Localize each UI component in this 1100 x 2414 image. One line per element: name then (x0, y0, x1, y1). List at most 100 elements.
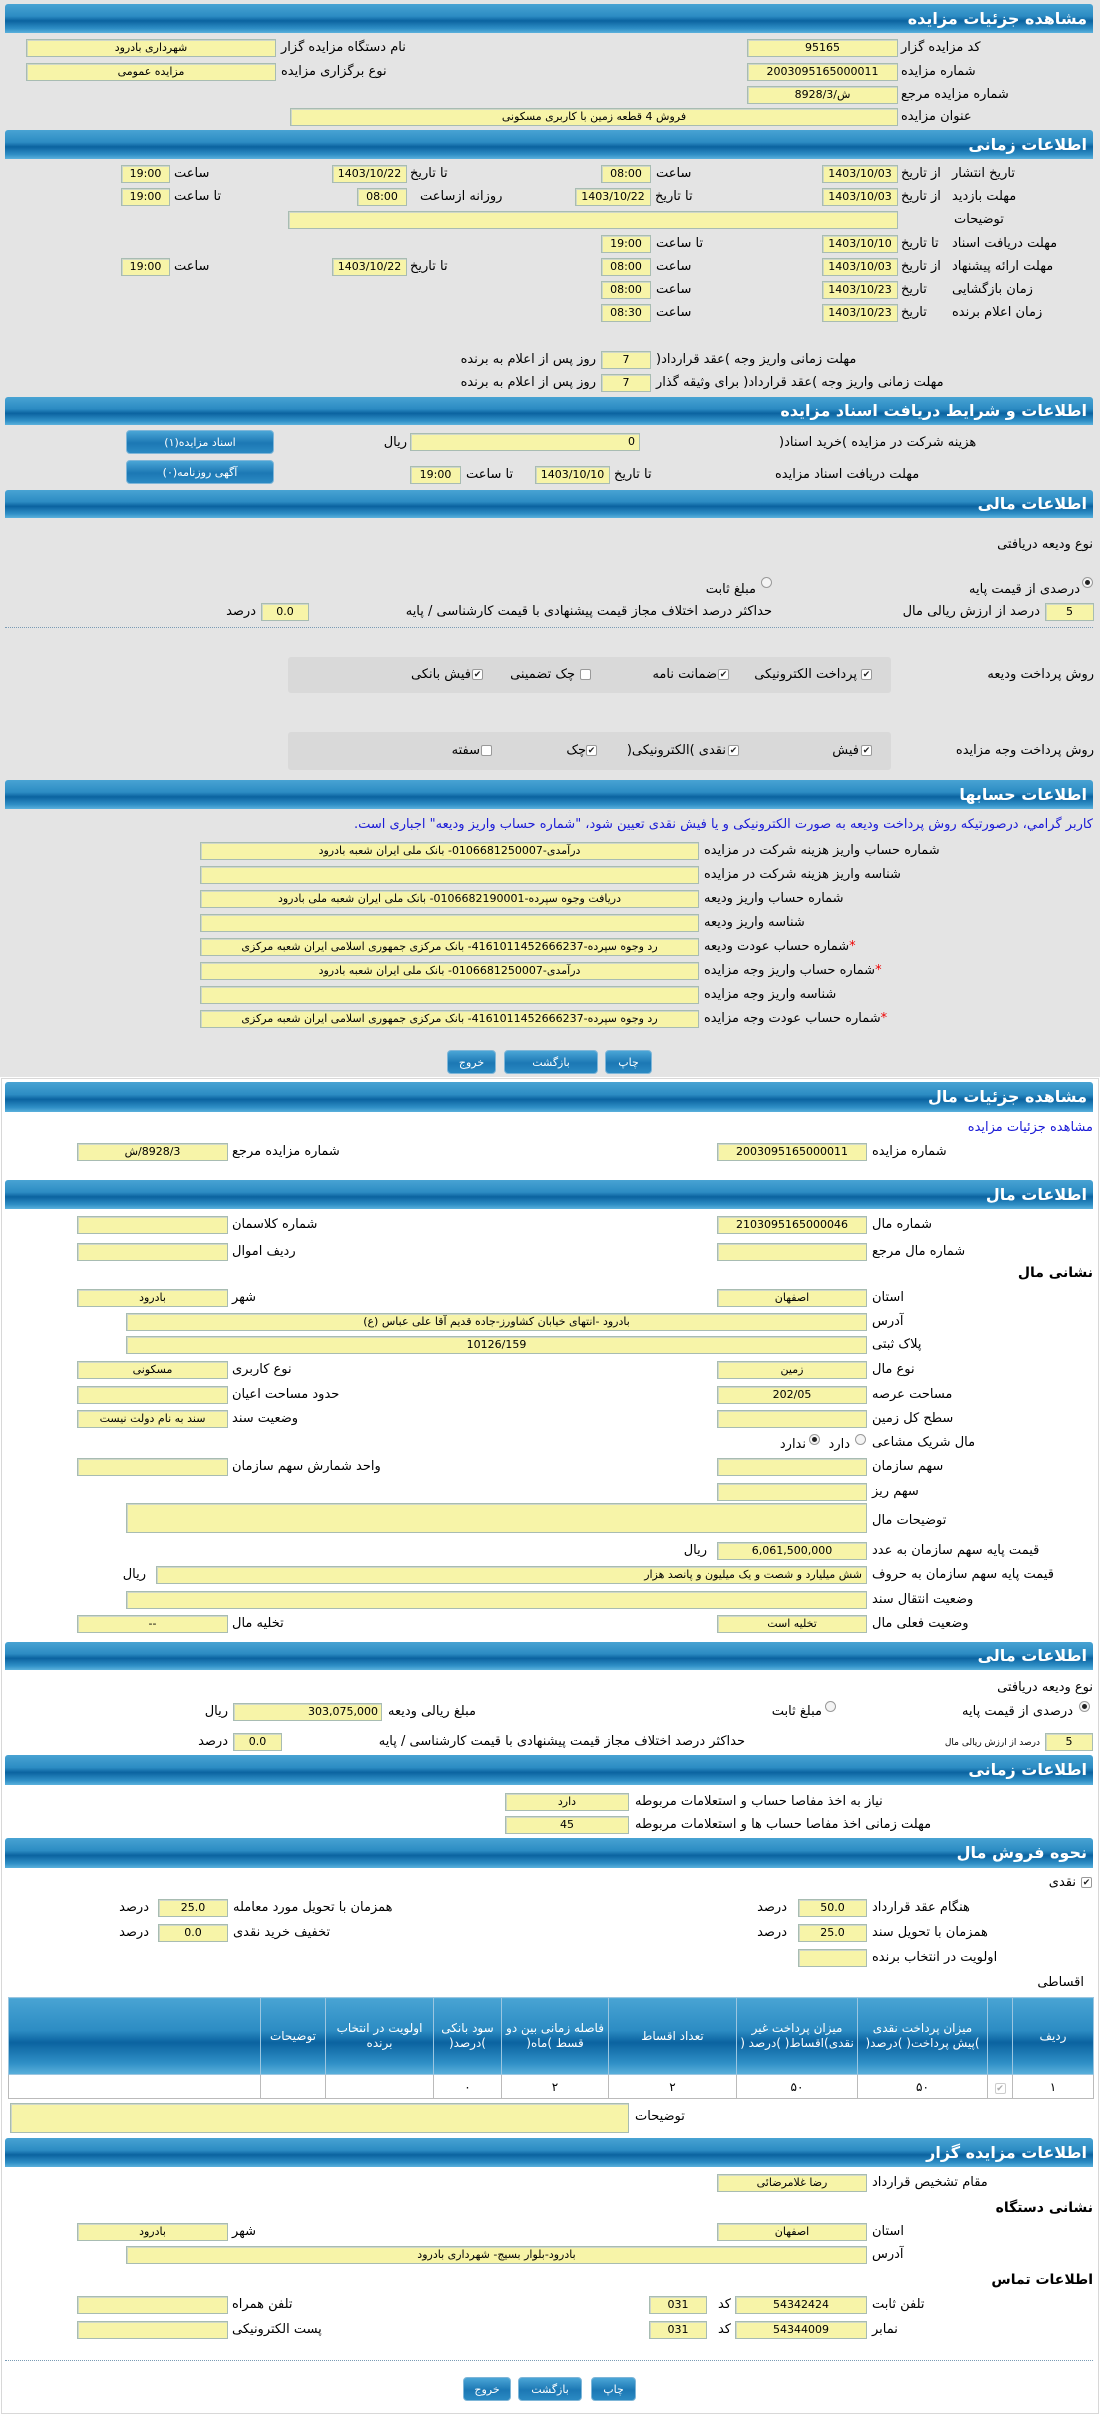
address-field[interactable]: بادرود -انتهای خیابان کشاورز-جاده قدیم آ… (126, 1313, 867, 1331)
deposit-percent-field[interactable]: 5 (1045, 1733, 1093, 1751)
fax-code-field[interactable]: 031 (649, 2321, 707, 2339)
pay-guarantor-days[interactable]: 7 (601, 374, 651, 392)
authority-field[interactable]: رضا غلامرضائی (717, 2174, 867, 2192)
auction-details-link[interactable]: مشاهده جزئیات مزایده (967, 1120, 1093, 1135)
clearance-days-field[interactable]: 45 (505, 1816, 629, 1834)
org-city-field[interactable]: بادرود (77, 2223, 228, 2241)
offer-to-date[interactable]: 1403/10/22 (332, 258, 407, 276)
deed-percent-field[interactable]: 25.0 (798, 1924, 867, 1942)
visit-to-date[interactable]: 1403/10/22 (575, 188, 651, 206)
auction-type-field[interactable]: مزایده عمومی (26, 63, 276, 81)
fax-field[interactable]: 54344009 (735, 2321, 867, 2339)
offer-from-date[interactable]: 1403/10/03 (822, 258, 898, 276)
visit-daily-from-time[interactable]: 08:00 (357, 188, 407, 206)
kind-field[interactable]: زمین (717, 1361, 867, 1379)
auction-number-field[interactable]: 2003095165000011 (747, 63, 898, 81)
city-field[interactable]: بادرود (77, 1289, 228, 1307)
usage-field[interactable]: مسکونی (77, 1361, 228, 1379)
radio-fixed[interactable] (825, 1701, 836, 1712)
newspaper-ad-button[interactable]: آگهی روزنامه(۰) (126, 460, 274, 484)
publish-from-date[interactable]: 1403/10/03 (822, 165, 898, 183)
surface-field[interactable] (717, 1410, 867, 1428)
checkbox-electronic[interactable]: ✔ (861, 669, 872, 680)
pay-contract-days[interactable]: 7 (601, 351, 651, 369)
property-desc-field[interactable] (126, 1503, 867, 1533)
checkbox-guarantee[interactable]: ✔ (718, 669, 729, 680)
radio-shared-no[interactable] (809, 1434, 820, 1445)
winner-time[interactable]: 08:30 (601, 304, 651, 322)
evac-field[interactable]: -- (77, 1615, 228, 1633)
visit-to-time[interactable]: 19:00 (121, 188, 170, 206)
mobile-field[interactable] (77, 2296, 228, 2314)
classification-number[interactable] (77, 1216, 228, 1234)
transfer-field[interactable] (126, 1591, 867, 1609)
deposit-amount-field[interactable]: 303,075,000 (233, 1703, 382, 1721)
discount-field[interactable]: 0.0 (158, 1924, 228, 1942)
price-words-field[interactable]: شش میلیارد و شصت و یک میلیون و پانصد هزا… (156, 1566, 867, 1584)
opening-date[interactable]: 1403/10/23 (822, 281, 898, 299)
publish-to-date[interactable]: 1403/10/22 (332, 165, 407, 183)
offer-from-time[interactable]: 08:00 (601, 258, 651, 276)
area-field[interactable]: 202/05 (717, 1386, 867, 1404)
docs-to-time[interactable]: 19:00 (601, 235, 651, 253)
fee-field[interactable]: 0 (410, 433, 640, 451)
share-unit-field[interactable] (77, 1458, 228, 1476)
account-field[interactable] (200, 866, 699, 884)
checkbox-cash-electronic[interactable]: ✔ (728, 745, 739, 756)
visit-from-date[interactable]: 1403/10/03 (822, 188, 898, 206)
property-auction-ref[interactable]: 8928/3/ش (77, 1143, 228, 1161)
max-diff-field[interactable]: 0.0 (233, 1733, 282, 1751)
checkbox-bank-slip[interactable]: ✔ (472, 669, 483, 680)
back-button[interactable]: بازگشت (518, 2377, 582, 2401)
checkbox-slip[interactable]: ✔ (861, 745, 872, 756)
auctioneer-code-field[interactable]: 95165 (747, 39, 898, 57)
account-field[interactable]: رد وجوه سپرده-4161011452666237- بانک مرک… (200, 1010, 699, 1028)
asset-row[interactable] (77, 1243, 228, 1261)
price-field[interactable]: 6,061,500,000 (717, 1542, 867, 1560)
priority-field[interactable] (798, 1949, 867, 1967)
sale-desc-field[interactable] (10, 2103, 629, 2133)
property-ref[interactable] (717, 1243, 867, 1261)
publish-to-time[interactable]: 19:00 (121, 165, 170, 183)
checkbox-cheque2[interactable]: ✔ (586, 745, 597, 756)
exit-button[interactable]: خروج (463, 2377, 511, 2401)
timing-desc-field[interactable] (288, 211, 898, 229)
auction-title-field[interactable]: فروش 4 قطعه زمین با کاربری مسکونی (290, 108, 898, 126)
radio-percent[interactable] (1082, 577, 1093, 588)
print-button[interactable]: چاپ (591, 2377, 636, 2401)
phone-code-field[interactable]: 031 (649, 2296, 707, 2314)
docs-deadline-time[interactable]: 19:00 (410, 466, 461, 484)
back-button[interactable]: بازگشت (504, 1050, 598, 1074)
auctioneer-org-field[interactable]: شهرداری بادرود (26, 39, 276, 57)
status-field[interactable]: تخلیه است (717, 1615, 867, 1633)
plate-field[interactable]: 10126/159 (126, 1336, 867, 1354)
checkbox-promissory[interactable] (481, 745, 492, 756)
opening-time[interactable]: 08:00 (601, 281, 651, 299)
account-field[interactable]: رد وجوه سپرده-4161011452666237- بانک مرک… (200, 938, 699, 956)
minor-share-field[interactable] (717, 1483, 867, 1501)
checkbox-cheque[interactable] (580, 669, 591, 680)
publish-from-time[interactable]: 08:00 (601, 165, 651, 183)
account-field[interactable]: درآمدی-0106681250007- بانک ملی ایران شعب… (200, 962, 699, 980)
docs-to-date[interactable]: 1403/10/10 (822, 235, 898, 253)
phone-field[interactable]: 54342424 (735, 2296, 867, 2314)
contract-percent-field[interactable]: 50.0 (798, 1899, 867, 1917)
row-checkbox[interactable]: ✔ (994, 2082, 1006, 2094)
winner-date[interactable]: 1403/10/23 (822, 304, 898, 322)
org-address-field[interactable]: بادرود-بلوار بسیج- شهرداری بادرود (126, 2246, 867, 2264)
auction-documents-button[interactable]: اسناد مزایده(۱) (126, 430, 274, 454)
property-auction-number[interactable]: 2003095165000011 (717, 1143, 867, 1161)
property-number[interactable]: 2103095165000046 (717, 1216, 867, 1234)
print-button[interactable]: چاپ (605, 1050, 652, 1074)
deed-field[interactable]: سند به نام دولت نیست (77, 1410, 228, 1428)
account-field[interactable] (200, 914, 699, 932)
account-field[interactable] (200, 986, 699, 1004)
org-province-field[interactable]: اصفهان (717, 2223, 867, 2241)
email-field[interactable] (77, 2321, 228, 2339)
account-field[interactable]: دریافت وجوه سپرده-0106682190001- بانک مل… (200, 890, 699, 908)
province-field[interactable]: اصفهان (717, 1289, 867, 1307)
radio-shared-yes[interactable] (855, 1434, 866, 1445)
radio-fixed[interactable] (761, 577, 772, 588)
offer-to-time[interactable]: 19:00 (121, 258, 170, 276)
docs-deadline-date[interactable]: 1403/10/10 (535, 466, 610, 484)
